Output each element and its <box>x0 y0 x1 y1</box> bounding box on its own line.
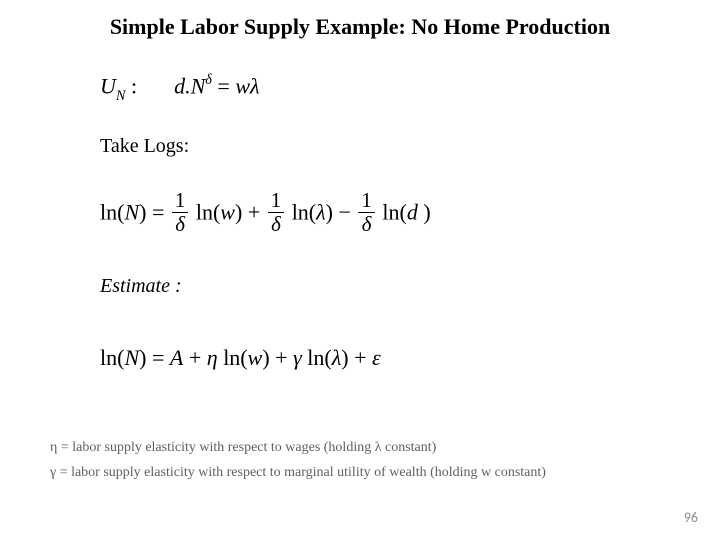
label-estimate: Estimate : <box>100 275 182 298</box>
lnw-open: ln( <box>190 199 220 224</box>
frac-1-delta-3: 1δ <box>358 190 374 235</box>
close2: ) <box>341 345 348 370</box>
page-number: 96 <box>684 509 698 526</box>
dN: d.N <box>174 73 205 98</box>
plus1: + <box>183 345 206 370</box>
var-w: w <box>248 345 263 370</box>
eta-text: = labor supply elasticity with respect t… <box>57 440 436 455</box>
close3: ) <box>418 199 431 224</box>
var-U: U <box>100 73 116 98</box>
slide-title: Simple Labor Supply Example: No Home Pro… <box>0 14 720 40</box>
estimate-text: Estimate : <box>100 275 182 297</box>
definition-gamma: γ = labor supply elasticity with respect… <box>50 465 546 481</box>
var-d: d <box>407 199 418 224</box>
eq: = <box>212 73 235 98</box>
eq: = <box>146 199 169 224</box>
frac-1-delta-2: 1δ <box>268 190 284 235</box>
eq: = <box>146 345 169 370</box>
var-eta: η <box>207 345 218 370</box>
var-lambda: λ <box>316 199 326 224</box>
definition-eta: η = labor supply elasticity with respect… <box>50 440 436 456</box>
minus: − <box>333 199 356 224</box>
var-N: N <box>124 345 139 370</box>
equation-estimate: ln(N) = A + η ln(w) + γ ln(λ) + ε <box>100 345 381 371</box>
var-eps: ε <box>372 345 381 370</box>
var-N: N <box>124 199 139 224</box>
take-logs-text: Take Logs: <box>100 135 189 157</box>
plus: + <box>242 199 265 224</box>
label-take-logs: Take Logs: <box>100 135 189 158</box>
slide: Simple Labor Supply Example: No Home Pro… <box>0 0 720 540</box>
plus3: + <box>349 345 372 370</box>
ln-open: ln( <box>100 199 124 224</box>
sub-N: N <box>116 88 126 104</box>
frac-1-delta-1: 1δ <box>172 190 188 235</box>
close2: ) <box>326 199 333 224</box>
lnd-open: ln( <box>377 199 407 224</box>
lnl-open: ln( <box>286 199 316 224</box>
equation-first-order: UN : d.Nδ = wλ <box>100 73 260 104</box>
equation-log-form: ln(N) = 1δ ln(w) + 1δ ln(λ) − 1δ ln(d ) <box>100 192 431 237</box>
exp-delta: δ <box>205 72 212 88</box>
lnl-open: ln( <box>302 345 332 370</box>
var-A: A <box>170 345 183 370</box>
plus2: + <box>270 345 293 370</box>
gamma-text: = labor supply elasticity with respect t… <box>56 465 546 480</box>
var-w: w <box>220 199 235 224</box>
var-lambda: λ <box>332 345 342 370</box>
lnw-open: ln( <box>218 345 248 370</box>
var-gamma: γ <box>293 345 302 370</box>
colon: : <box>125 73 137 98</box>
w-lambda: wλ <box>235 73 259 98</box>
close1: ) <box>262 345 269 370</box>
ln-open: ln( <box>100 345 124 370</box>
